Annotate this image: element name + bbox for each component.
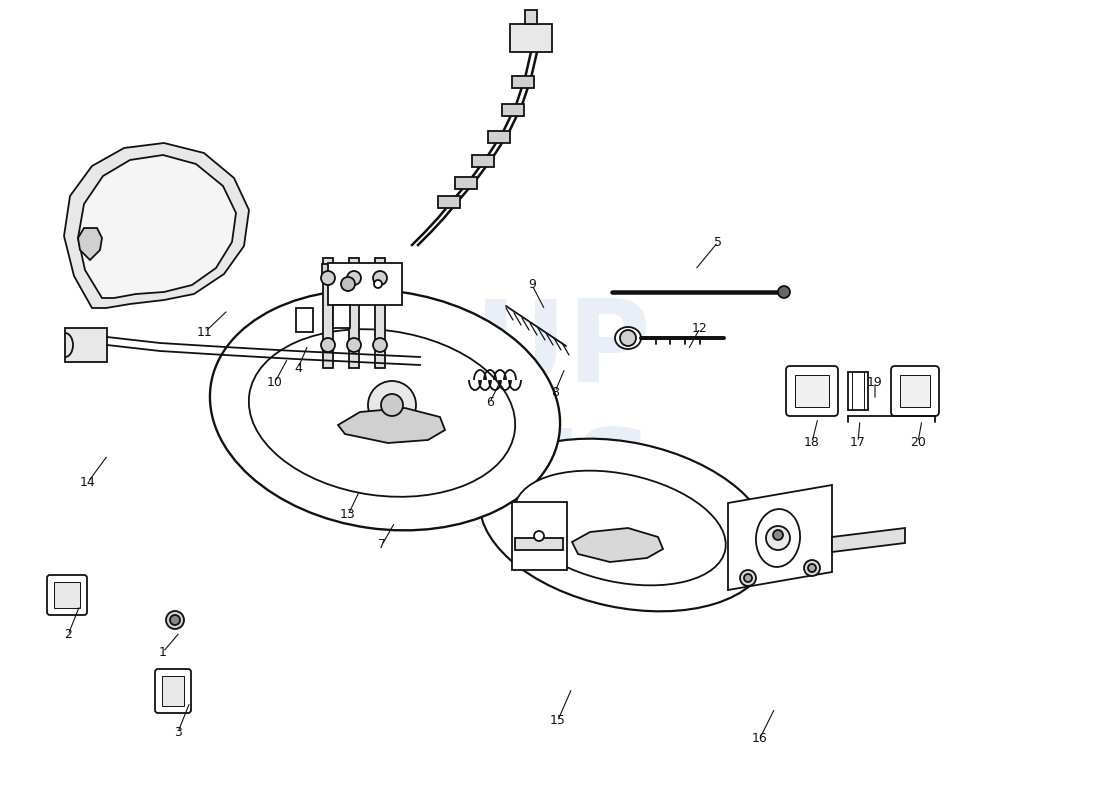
Bar xyxy=(438,196,460,208)
Bar xyxy=(349,258,359,368)
Bar xyxy=(515,538,563,550)
FancyBboxPatch shape xyxy=(891,366,939,416)
Text: 15: 15 xyxy=(550,714,565,726)
Circle shape xyxy=(373,338,387,352)
Text: 18: 18 xyxy=(804,435,820,449)
FancyBboxPatch shape xyxy=(786,366,838,416)
Circle shape xyxy=(773,530,783,540)
Polygon shape xyxy=(728,485,832,590)
Bar xyxy=(65,328,107,362)
Bar xyxy=(328,263,402,305)
Polygon shape xyxy=(572,528,663,562)
Circle shape xyxy=(341,277,355,291)
Text: 10: 10 xyxy=(267,375,283,389)
Circle shape xyxy=(804,560,820,576)
Bar xyxy=(322,264,386,274)
Text: 3: 3 xyxy=(174,726,182,738)
Circle shape xyxy=(381,394,403,416)
Bar xyxy=(54,582,80,608)
Ellipse shape xyxy=(515,470,726,586)
Polygon shape xyxy=(78,228,102,260)
Text: 9: 9 xyxy=(528,278,536,291)
Circle shape xyxy=(740,570,756,586)
Bar xyxy=(472,155,494,167)
Bar xyxy=(502,104,524,116)
Circle shape xyxy=(346,338,361,352)
Text: 13: 13 xyxy=(340,509,356,522)
Polygon shape xyxy=(832,528,905,552)
Ellipse shape xyxy=(615,327,641,349)
Bar xyxy=(455,177,477,189)
Text: 19: 19 xyxy=(867,375,883,389)
Polygon shape xyxy=(64,143,249,308)
Circle shape xyxy=(808,564,816,572)
Bar xyxy=(375,258,385,368)
Circle shape xyxy=(744,574,752,582)
Text: 12: 12 xyxy=(692,322,708,334)
Text: 2: 2 xyxy=(64,629,72,642)
Bar xyxy=(512,76,534,88)
Circle shape xyxy=(346,271,361,285)
Circle shape xyxy=(620,330,636,346)
Text: ELUP
ARTS: ELUP ARTS xyxy=(324,295,656,534)
Circle shape xyxy=(368,381,416,429)
Bar xyxy=(333,305,350,328)
Text: 4: 4 xyxy=(294,362,301,374)
Circle shape xyxy=(321,271,336,285)
Text: 20: 20 xyxy=(910,435,926,449)
Bar xyxy=(795,375,829,407)
Ellipse shape xyxy=(210,290,560,530)
Bar xyxy=(510,24,552,52)
Ellipse shape xyxy=(756,509,800,567)
Text: 6: 6 xyxy=(486,395,494,409)
Text: 11: 11 xyxy=(197,326,213,338)
Text: 17: 17 xyxy=(850,435,866,449)
Bar xyxy=(900,375,930,407)
Circle shape xyxy=(766,526,790,550)
Text: 14: 14 xyxy=(80,475,96,489)
Bar xyxy=(323,258,333,368)
Bar xyxy=(848,372,868,410)
Bar xyxy=(296,308,314,332)
Circle shape xyxy=(534,531,544,541)
Bar xyxy=(488,131,510,143)
Bar xyxy=(162,676,184,706)
Polygon shape xyxy=(338,408,446,443)
Text: a passion for parts since 1985: a passion for parts since 1985 xyxy=(309,453,571,563)
Circle shape xyxy=(166,611,184,629)
Circle shape xyxy=(373,271,387,285)
Text: 8: 8 xyxy=(551,386,559,398)
Circle shape xyxy=(374,280,382,288)
Bar xyxy=(512,502,566,570)
Ellipse shape xyxy=(480,438,770,611)
Text: 5: 5 xyxy=(714,235,722,249)
Circle shape xyxy=(170,615,180,625)
Text: 7: 7 xyxy=(378,538,386,551)
Circle shape xyxy=(778,286,790,298)
Text: 16: 16 xyxy=(752,731,768,745)
Circle shape xyxy=(321,338,336,352)
Ellipse shape xyxy=(249,330,515,497)
FancyBboxPatch shape xyxy=(47,575,87,615)
Text: 1: 1 xyxy=(160,646,167,658)
Bar xyxy=(525,10,537,24)
Polygon shape xyxy=(78,155,236,298)
FancyBboxPatch shape xyxy=(155,669,191,713)
